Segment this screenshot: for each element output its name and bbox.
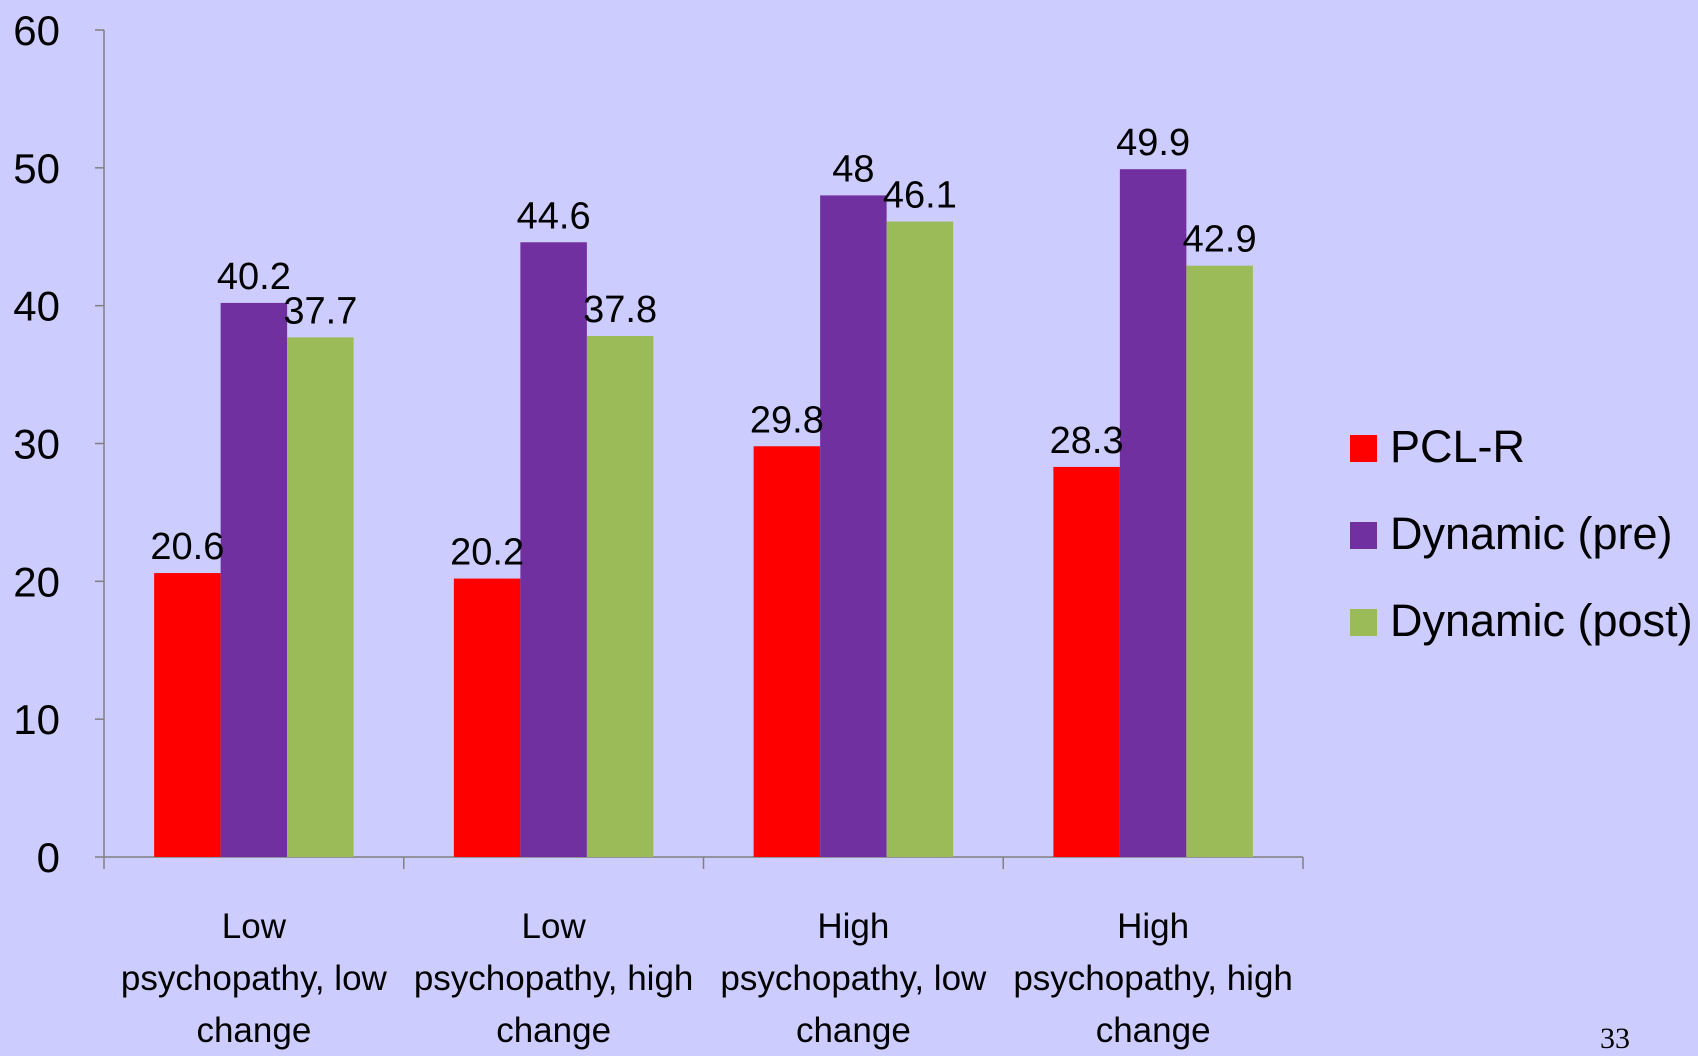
bar <box>820 195 887 857</box>
legend-label: Dynamic (pre) <box>1390 508 1673 559</box>
category-label-line: High <box>817 907 889 946</box>
data-label: 49.9 <box>1116 122 1190 164</box>
data-label: 37.8 <box>583 289 657 331</box>
data-label: 40.2 <box>217 256 291 298</box>
data-label: 20.2 <box>450 532 524 574</box>
bar <box>886 221 954 858</box>
legend-label: Dynamic (post) <box>1390 595 1693 646</box>
category-label-line: change <box>1096 1011 1211 1050</box>
bar <box>520 242 587 858</box>
data-label: 42.9 <box>1183 219 1257 261</box>
data-label: 44.6 <box>517 195 591 237</box>
bar <box>220 302 288 857</box>
bar <box>586 335 654 857</box>
chart-bars <box>154 169 1253 858</box>
category-label-line: Low <box>222 907 287 946</box>
category-label-line: psychopathy, low <box>121 959 388 998</box>
category-label: High psychopathy, low change <box>720 907 987 1050</box>
category-label-line: change <box>496 1011 611 1050</box>
category-label-line: psychopathy, high <box>1013 959 1293 998</box>
y-tick-label: 10 <box>13 696 60 743</box>
data-label: 46.1 <box>883 175 957 217</box>
data-label: 28.3 <box>1050 420 1124 462</box>
chart-legend: PCL-R Dynamic (pre) Dynamic (post) <box>1350 421 1693 646</box>
y-tick-label: 30 <box>13 421 60 468</box>
bar <box>753 446 821 857</box>
y-tick-label: 50 <box>13 145 60 192</box>
chart-category-labels: Low psychopathy, low change Low psychopathy,… <box>121 907 1293 1050</box>
category-label: Low psychopathy, low change <box>121 907 388 1050</box>
data-label: 20.6 <box>150 526 224 568</box>
bar <box>154 573 221 857</box>
category-label-line: psychopathy, low <box>720 959 987 998</box>
category-label-line: change <box>196 1011 311 1050</box>
bar <box>1186 265 1253 857</box>
data-label: 48 <box>832 148 874 190</box>
bar <box>1119 169 1187 857</box>
data-label: 29.8 <box>750 399 824 441</box>
y-tick-label: 60 <box>13 7 60 54</box>
page-number: 33 <box>1600 1022 1630 1055</box>
bar <box>453 578 521 857</box>
category-label-line: High <box>1117 907 1189 946</box>
category-label: Low psychopathy, high change <box>414 907 694 1050</box>
y-tick-label: 0 <box>37 834 60 881</box>
legend-swatch <box>1350 435 1377 462</box>
bar <box>287 337 354 857</box>
category-label-line: psychopathy, high <box>414 959 694 998</box>
legend-swatch <box>1350 609 1377 636</box>
data-label: 37.7 <box>283 290 357 332</box>
y-tick-label: 40 <box>13 283 60 330</box>
category-label-line: Low <box>522 907 587 946</box>
chart-axes: 0 10 20 30 40 50 60 <box>13 7 1304 881</box>
legend-swatch <box>1350 522 1377 549</box>
category-label-line: change <box>796 1011 911 1050</box>
y-tick-label: 20 <box>13 558 60 605</box>
bar <box>1053 466 1120 857</box>
category-label: High psychopathy, high change <box>1013 907 1293 1050</box>
legend-label: PCL-R <box>1390 421 1525 472</box>
